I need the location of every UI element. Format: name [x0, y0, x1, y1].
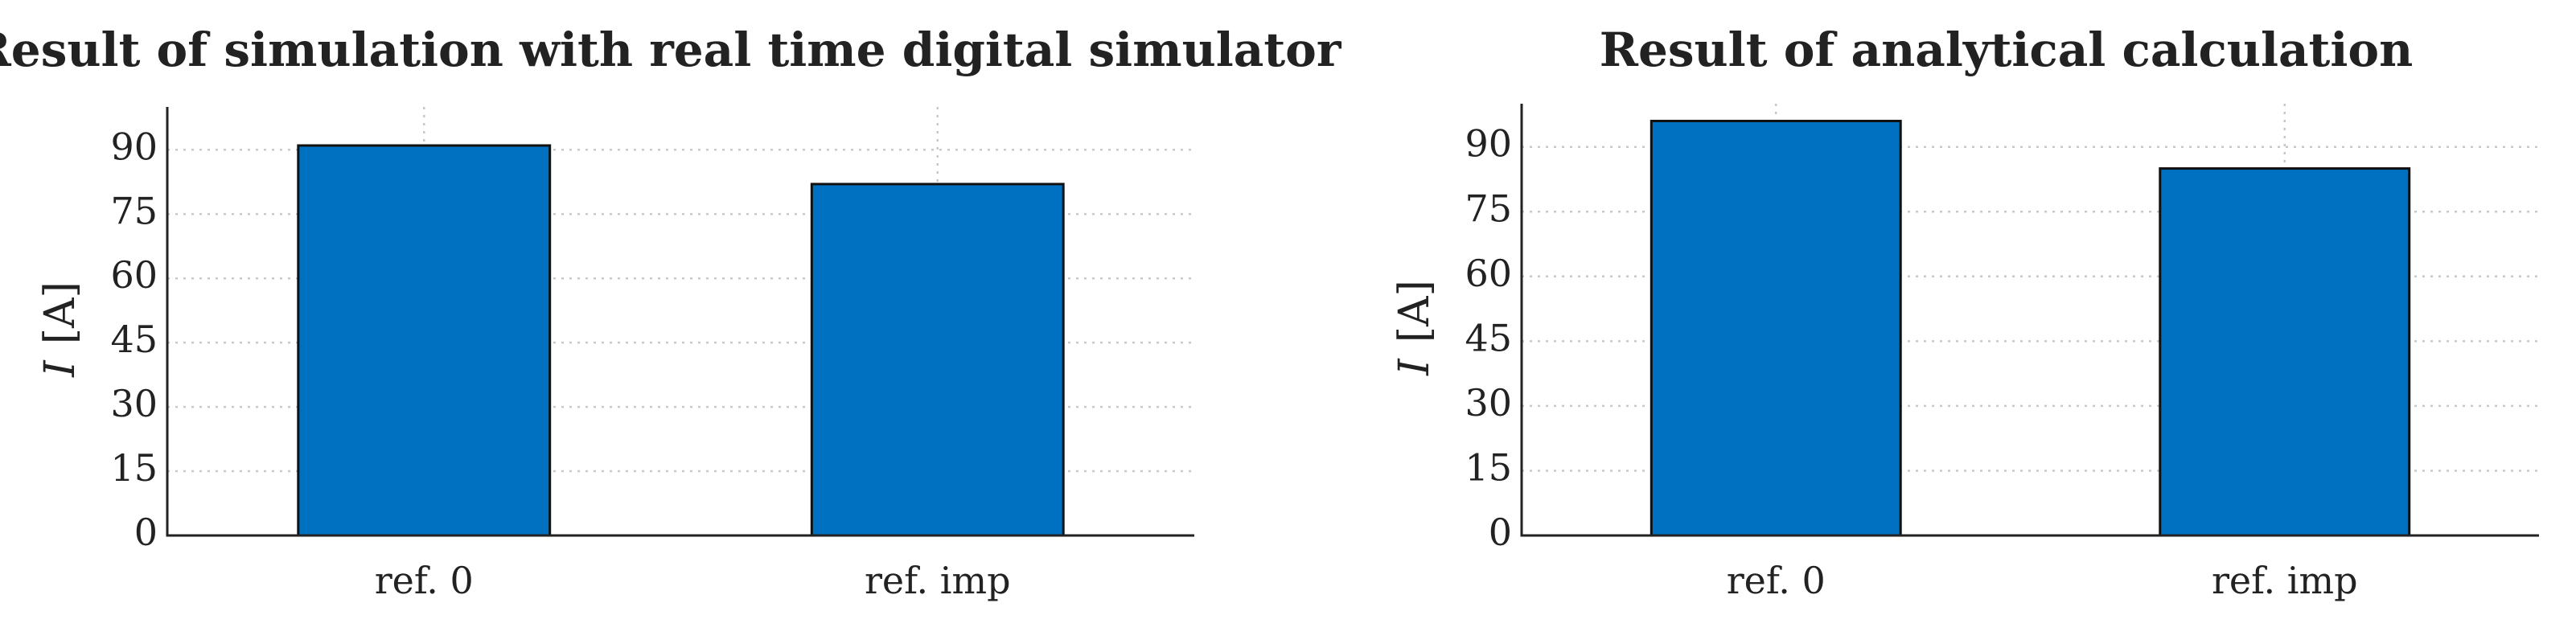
y-tick-label: 60	[1465, 252, 1512, 295]
x-tick-label: ref. 0	[1727, 559, 1826, 602]
y-tick-label: 30	[1465, 381, 1512, 425]
y-axis-label: I [A]	[1391, 280, 1439, 376]
y-label-unit: [A]	[36, 281, 84, 344]
bar	[810, 183, 1065, 537]
y-tick-label: 90	[110, 125, 158, 168]
y-tick-label: 45	[110, 318, 158, 361]
y-tick-label: 15	[1465, 445, 1512, 489]
y-tick-label: 45	[1465, 316, 1512, 359]
y-tick-label: 30	[110, 382, 158, 425]
y-tick-label: 75	[110, 189, 158, 232]
chart-title: Result of simulation with real time digi…	[0, 23, 1342, 77]
y-label-variable: I	[1391, 358, 1439, 376]
y-tick-label: 0	[134, 511, 158, 554]
bar	[2159, 167, 2411, 537]
x-tick-label: ref. imp	[2212, 559, 2358, 602]
y-tick-label: 90	[1465, 122, 1512, 166]
x-tick-label: ref. 0	[375, 559, 474, 602]
chart-title: Result of analytical calculation	[1600, 23, 2414, 77]
x-tick-label: ref. imp	[865, 559, 1011, 602]
y-label-variable: I	[36, 359, 84, 378]
y-tick-label: 75	[1465, 187, 1512, 230]
y-tick-label: 0	[1489, 511, 1512, 554]
y-axis-label: I [A]	[36, 281, 84, 378]
bar	[1650, 119, 1902, 537]
y-label-unit: [A]	[1391, 280, 1439, 343]
y-tick-label: 15	[110, 446, 158, 490]
bar	[297, 144, 552, 537]
y-tick-label: 60	[110, 253, 158, 297]
